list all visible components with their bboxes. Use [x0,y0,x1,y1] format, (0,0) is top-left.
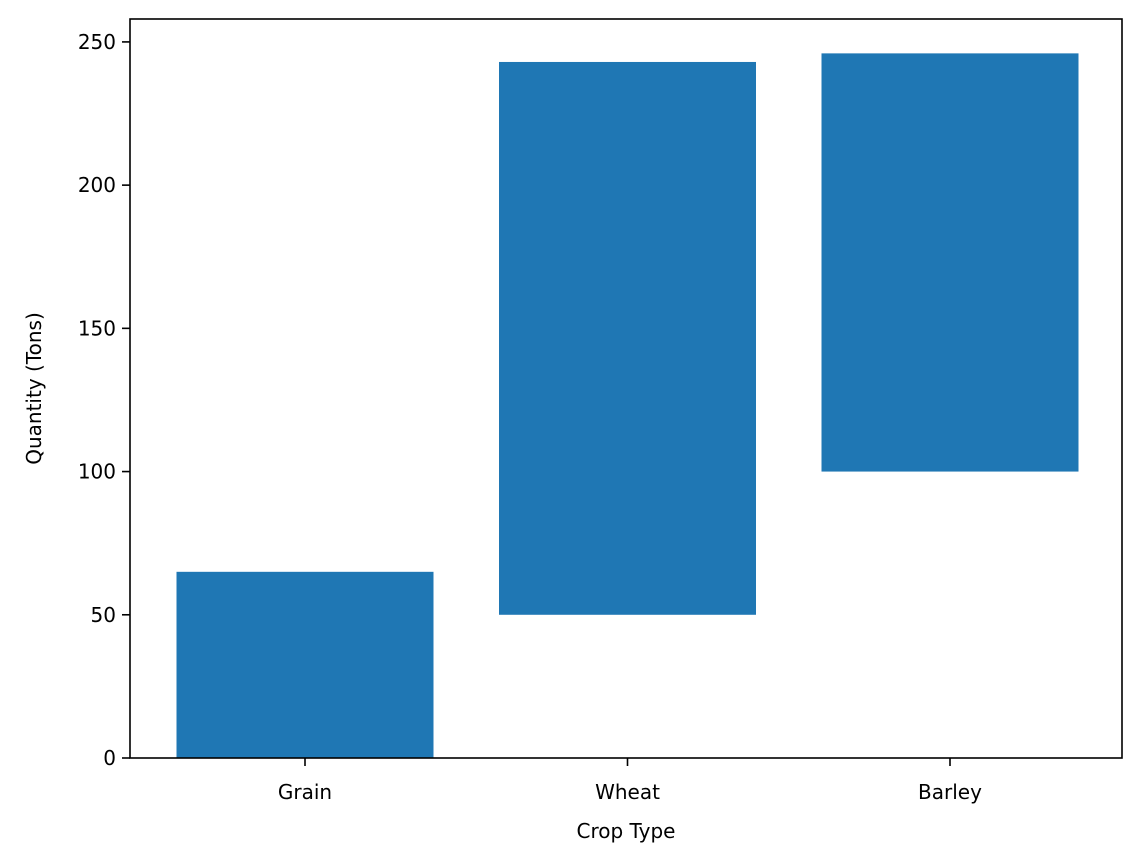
y-tick-label: 200 [78,173,116,197]
x-tick-label: Barley [918,780,982,804]
x-tick-label: Grain [278,780,332,804]
bar-grain [176,571,434,758]
bar-wheat [499,61,756,615]
x-axis-title: Crop Type [577,819,676,843]
y-tick-label: 100 [78,460,116,484]
y-tick-label: 150 [78,316,116,340]
plot-frame [129,18,1123,759]
y-tick-label: 50 [91,603,116,627]
x-tick-label: Wheat [595,780,660,804]
bar-barley [821,53,1079,472]
y-tick-label: 250 [78,30,116,54]
y-ticks-group: 0 50 100 150 200 250 [78,30,130,770]
bars-group [176,53,1079,758]
y-axis-title: Quantity (Tons) [22,312,46,465]
x-ticks-group: Grain Wheat Barley [278,758,982,804]
y-tick-label: 0 [103,746,116,770]
